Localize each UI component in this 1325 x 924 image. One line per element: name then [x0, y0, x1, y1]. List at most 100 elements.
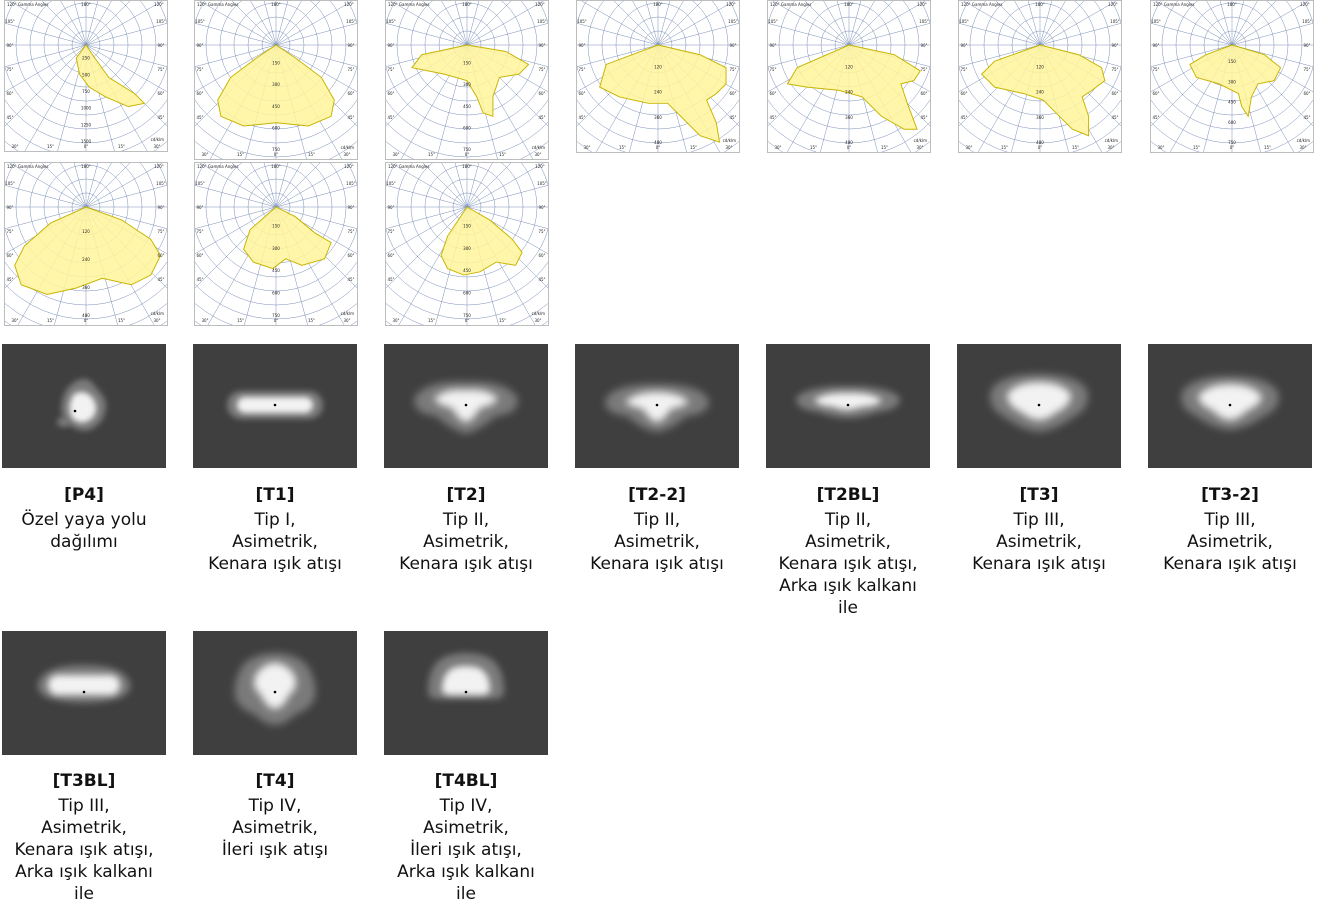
angle-label: 60°	[1303, 91, 1310, 96]
polar-grid-spoke	[466, 163, 544, 208]
description-line: Kenara ışık atışı	[972, 554, 1106, 574]
polar-grid-spoke	[577, 44, 659, 67]
polar-grid-spoke	[250, 163, 277, 208]
angle-label: 60°	[729, 91, 736, 96]
angle-label: 105°	[1302, 19, 1312, 24]
distribution-code: [T4BL]	[434, 771, 498, 791]
description-line: Tip III,	[58, 796, 110, 816]
radial-value-label: 750	[82, 89, 90, 94]
light-footprint-p4	[2, 344, 166, 468]
light-footprint-t3	[957, 344, 1121, 468]
radial-value-label: 150	[272, 61, 280, 66]
polar-grid-spoke	[1027, 1, 1041, 46]
unit-label: cd/klm	[914, 138, 928, 143]
polar-grid-spoke	[275, 23, 357, 46]
angle-label: 30°	[392, 152, 399, 157]
description-line: Asimetrik,	[423, 818, 509, 838]
caption-t3: [T3] Tip III, Asimetrik, Kenara ışık atı…	[954, 484, 1124, 575]
polar-grid-spoke	[466, 23, 548, 46]
polar-chart-t2bl: 120° Gamma Angles 180° 120° 105° 105° 90° 90° 7…	[767, 0, 931, 153]
caption-t4bl: [T4BL] Tip IV, Asimetrik, İleri ışık atı…	[381, 770, 551, 905]
angle-label: 15°	[619, 145, 626, 150]
description-line: Asimetrik,	[996, 532, 1082, 552]
radial-value-label: 750	[463, 313, 471, 318]
light-footprint-t1	[193, 344, 357, 468]
polar-grid-spoke	[657, 1, 735, 46]
polar-grid-spoke	[5, 44, 87, 67]
polar-grid-spoke	[263, 1, 277, 46]
angle-label: 90°	[6, 43, 13, 48]
polar-grid-spoke	[5, 185, 87, 208]
polar-grid-spoke	[466, 163, 493, 208]
polar-grid-spoke	[85, 1, 112, 46]
distribution-code: [T3-2]	[1201, 485, 1259, 505]
angle-label: 90°	[1303, 43, 1310, 48]
polar-grid-spoke	[632, 1, 659, 46]
unit-label: cd/klm	[532, 311, 546, 316]
polar-chart-t4bl: 120° Gamma Angles 180° 120° 105° 105° 90° 90° 7…	[385, 162, 549, 326]
polar-grid-spoke	[195, 44, 277, 67]
angle-label: 15°	[499, 318, 506, 323]
angle-label: 105°	[919, 19, 929, 24]
unit-label: cd/klm	[723, 138, 737, 143]
polar-grid-spoke	[60, 163, 87, 208]
description-line: Tip III,	[1013, 510, 1065, 530]
angle-label: 105°	[1110, 19, 1120, 24]
angle-label: 45°	[729, 115, 736, 120]
angle-label: 90°	[157, 43, 164, 48]
footprint-graphic	[234, 653, 316, 725]
distribution-code: [T3BL]	[52, 771, 116, 791]
polar-grid-spoke	[85, 44, 167, 67]
polar-grid-spoke	[466, 185, 548, 208]
angle-label: 45°	[960, 115, 967, 120]
radial-value-label: 240	[82, 257, 90, 262]
description-line: Asimetrik,	[41, 818, 127, 838]
polar-grid-spoke	[73, 1, 87, 46]
description-line: Asimetrik,	[614, 532, 700, 552]
angle-label: 120°	[1108, 2, 1118, 7]
description-line: Kenara ışık atışı	[208, 554, 342, 574]
polar-grid-spoke	[5, 44, 87, 93]
angle-label: 15°	[428, 318, 435, 323]
angle-label: 15°	[881, 145, 888, 150]
light-distribution-curve	[1189, 44, 1282, 118]
polar-grid-spoke	[5, 23, 87, 46]
angle-label: 45°	[196, 277, 203, 282]
polar-grid-spoke	[85, 206, 167, 229]
angle-label: 45°	[1303, 115, 1310, 120]
angle-label: 90°	[538, 205, 545, 210]
angle-label: 180°	[844, 2, 854, 7]
angle-label: 90°	[387, 43, 394, 48]
angle-label: 75°	[578, 67, 585, 72]
angle-label: 120°	[535, 2, 545, 7]
angle-label: 60°	[769, 91, 776, 96]
angle-label: 120°	[535, 164, 545, 169]
angle-label: 75°	[196, 67, 203, 72]
angle-label: 105°	[5, 181, 15, 186]
polar-grid-spoke	[657, 23, 739, 46]
angle-label: 30°	[1299, 145, 1306, 150]
angle-label: 105°	[156, 19, 166, 24]
angle-label: 45°	[578, 115, 585, 120]
angle-label: 120°	[154, 2, 164, 7]
chart-note: 120° Gamma Angles	[7, 164, 48, 169]
radial-value-label: 450	[1228, 100, 1236, 105]
radial-value-label: 1500	[81, 139, 92, 144]
polar-grid-spoke	[85, 163, 131, 208]
angle-label: 60°	[960, 91, 967, 96]
polar-diagram-graphic: 120° Gamma Angles 180° 120° 105° 105° 90° 90° 7…	[959, 1, 1121, 152]
radial-value-label: 480	[845, 140, 853, 145]
radial-value-label: 450	[272, 268, 280, 273]
radial-value-label: 300	[463, 82, 471, 87]
angle-label: 105°	[728, 19, 738, 24]
description-line: Kenara ışık atışı,	[14, 840, 154, 860]
angle-label: 15°	[118, 144, 125, 149]
polar-grid-spoke	[959, 44, 1041, 67]
polar-grid-spoke	[195, 206, 277, 255]
radial-value-label: 600	[463, 125, 471, 130]
polar-grid-spoke	[1039, 1, 1117, 46]
light-footprint-t4bl	[384, 631, 548, 755]
distribution-code: [T2BL]	[816, 485, 880, 505]
angle-label: 90°	[387, 205, 394, 210]
description-line: Kenara ışık atışı	[399, 554, 533, 574]
